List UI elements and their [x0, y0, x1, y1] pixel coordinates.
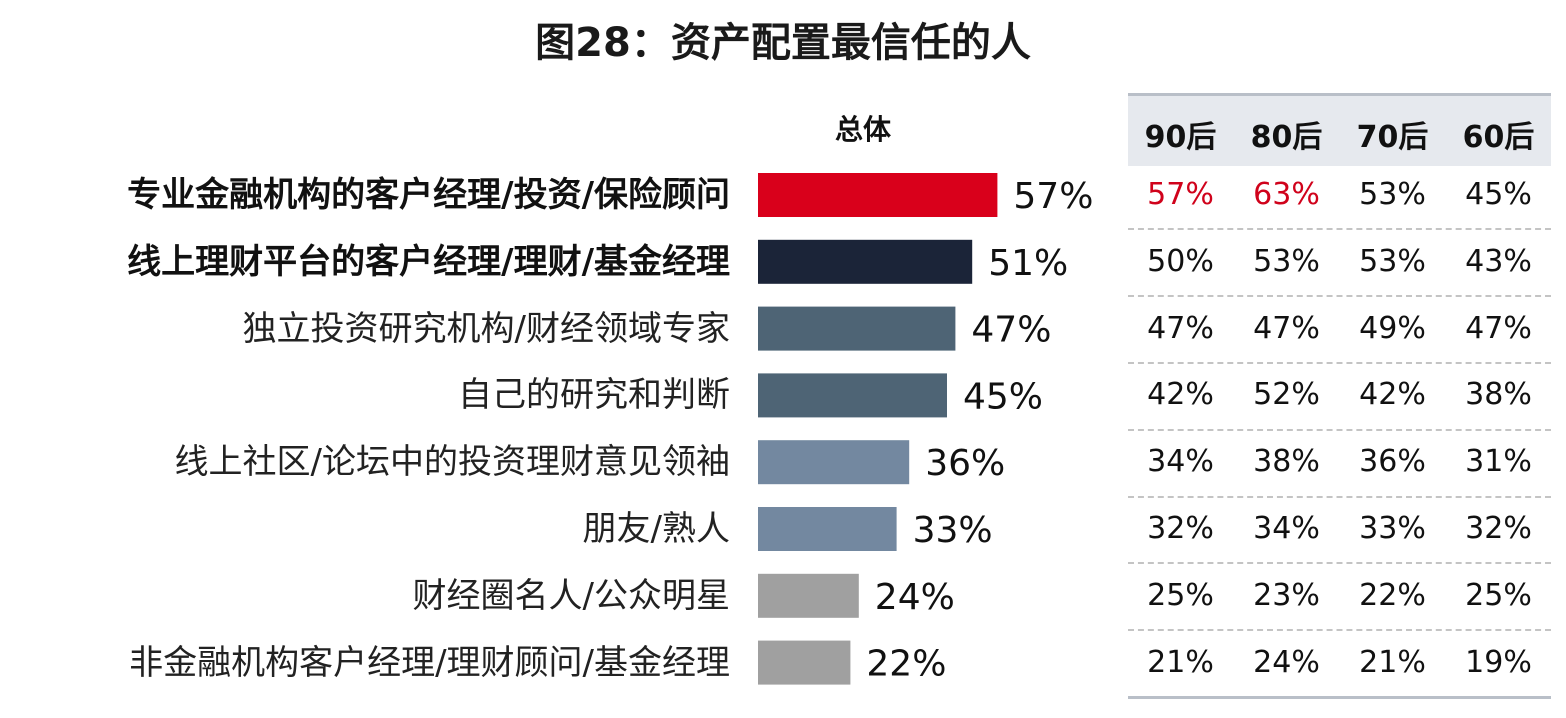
table-cell: 47%	[1147, 310, 1214, 346]
overall-column-header: 总体	[834, 113, 891, 146]
table-cell: 63%	[1253, 177, 1320, 212]
table-row-divider	[1128, 228, 1551, 230]
table-header-band	[1128, 93, 1551, 166]
table-cell: 38%	[1253, 444, 1320, 480]
bar-value-label: 57%	[1013, 176, 1093, 217]
category-label: 非金融机构客户经理/理财顾问/基金经理	[129, 642, 730, 683]
table-cell: 45%	[1465, 177, 1532, 212]
table-header-70s: 70后	[1356, 120, 1429, 155]
table-cell: 42%	[1359, 377, 1426, 413]
bar-value-label: 22%	[866, 644, 946, 685]
bar-value-label: 45%	[963, 376, 1043, 417]
bar	[758, 173, 998, 217]
table-cell: 25%	[1147, 577, 1214, 613]
table-row-divider	[1128, 496, 1551, 498]
table-cell: 21%	[1359, 644, 1426, 680]
table-cell: 34%	[1253, 511, 1320, 546]
table-cell: 52%	[1253, 377, 1320, 413]
bar-value-label: 51%	[988, 243, 1068, 284]
table-row-divider	[1128, 429, 1551, 431]
table-cell: 57%	[1147, 177, 1214, 212]
category-label: 专业金融机构的客户经理/投资/保险顾问	[127, 175, 730, 215]
table-cell: 49%	[1359, 310, 1426, 346]
table-header-80s: 80后	[1250, 120, 1323, 155]
chart-title: 图28：资产配置最信任的人	[535, 20, 1031, 66]
table-cell: 25%	[1465, 577, 1532, 613]
table-cell: 47%	[1253, 310, 1320, 346]
table-cell: 33%	[1359, 511, 1426, 546]
bar	[758, 239, 973, 284]
category-label: 线上社区/论坛中的投资理财意见领袖	[174, 442, 730, 483]
table-row-divider	[1128, 295, 1551, 297]
table-cell: 53%	[1359, 177, 1426, 212]
bar	[758, 373, 947, 418]
table-cell: 38%	[1465, 377, 1532, 413]
table-cell: 36%	[1359, 444, 1426, 480]
bar	[758, 306, 956, 351]
bar-value-label: 36%	[925, 443, 1005, 484]
table-cell: 42%	[1147, 377, 1214, 413]
table-cell: 23%	[1253, 577, 1320, 613]
bar	[758, 573, 859, 618]
table-header-60s: 60后	[1462, 120, 1535, 155]
table-cell: 24%	[1253, 644, 1320, 680]
table-header-90s: 90后	[1144, 120, 1217, 155]
table-cell: 31%	[1465, 444, 1532, 480]
table-cell: 53%	[1253, 243, 1320, 279]
table-cell: 32%	[1147, 511, 1214, 546]
bar	[758, 440, 910, 485]
table-row-divider	[1128, 562, 1551, 564]
table-cell: 22%	[1359, 577, 1426, 613]
bar	[758, 640, 851, 685]
table-cell: 47%	[1465, 310, 1532, 346]
category-label: 自己的研究和判断	[458, 375, 730, 416]
table-cell: 43%	[1465, 243, 1532, 279]
table-cell: 34%	[1147, 444, 1214, 480]
table-row-divider	[1128, 362, 1551, 364]
table-row-divider	[1128, 629, 1551, 631]
category-label: 朋友/熟人	[582, 509, 730, 549]
category-label: 财经圈名人/公众明星	[412, 575, 730, 616]
table-bottom-border	[1128, 696, 1551, 699]
bar	[758, 507, 897, 551]
table-cell: 32%	[1465, 511, 1532, 546]
bar-value-label: 24%	[875, 577, 955, 618]
table-cell: 53%	[1359, 243, 1426, 279]
table-cell: 19%	[1465, 644, 1532, 680]
category-label: 线上理财平台的客户经理/理财/基金经理	[127, 241, 730, 282]
table-cell: 21%	[1147, 644, 1214, 680]
bar-value-label: 33%	[913, 510, 993, 551]
category-label: 独立投资研究机构/财经领域专家	[242, 308, 730, 349]
table-cell: 50%	[1147, 243, 1214, 279]
bar-value-label: 47%	[971, 310, 1051, 351]
